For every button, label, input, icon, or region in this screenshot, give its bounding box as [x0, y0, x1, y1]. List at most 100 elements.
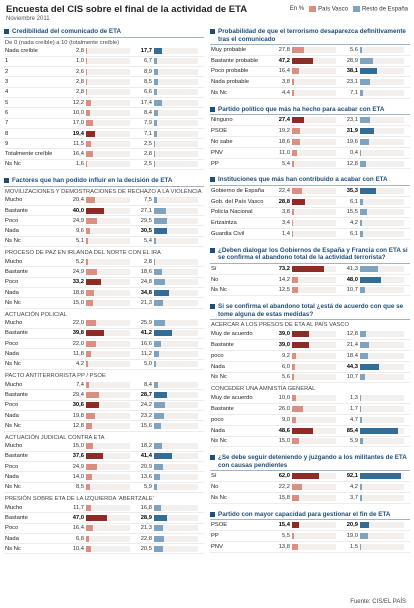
row: Gob. del País Vasco 28,8 6,1: [210, 197, 410, 208]
value-label: 22,8: [140, 535, 152, 542]
panel-title: ¿Se debe seguir deteniendo y juzgando a …: [210, 454, 410, 472]
bar-track: [154, 361, 198, 368]
value-label: 12,8: [346, 331, 358, 338]
value-label: 39,8: [72, 330, 84, 337]
row: 2 2,6 8,9: [4, 67, 204, 78]
value-label: 5,1: [75, 238, 84, 245]
value-label: 20,4: [72, 197, 84, 204]
bar: [154, 402, 165, 409]
panel: ¿Se debe seguir deteniendo y juzgando a …: [210, 454, 410, 504]
bar-track: [154, 330, 198, 337]
value-label: 48,6: [278, 427, 290, 434]
value-label: 8,4: [143, 109, 152, 116]
bar: [86, 525, 94, 532]
bar: [360, 287, 365, 294]
value-label: 24,8: [140, 279, 152, 286]
value-label: 19,2: [278, 128, 290, 135]
bar-track: [86, 514, 130, 521]
row-label: Nada: [5, 474, 19, 481]
bar-track: [86, 207, 130, 214]
bar: [360, 138, 369, 145]
row: Ns Nc 12,8 15,6: [4, 421, 204, 432]
bar-track: [292, 57, 336, 64]
bar-track: [86, 504, 130, 511]
bar: [292, 342, 310, 349]
bar: [86, 463, 97, 470]
bar-track: [292, 160, 336, 167]
value-label: 6,0: [281, 363, 290, 370]
bar: [292, 209, 294, 216]
value-label: 39,0: [278, 331, 290, 338]
panel: Probabilidad de que el terrorismo desapa…: [210, 28, 410, 99]
bar-track: [360, 427, 404, 434]
bar-track: [360, 276, 404, 283]
value-label: 47,2: [278, 57, 290, 64]
bar: [86, 340, 96, 347]
bar-track: [154, 289, 198, 296]
row-label: No: [211, 276, 219, 283]
row-label: Ertzaintza: [211, 220, 237, 227]
row: Mucho 20,4 7,5: [4, 196, 204, 206]
bar: [154, 238, 157, 245]
bar-track: [154, 545, 198, 552]
panel-subtitle: ACTUACIÓN JUDICIAL CONTRA ETA: [5, 434, 105, 441]
bar-track: [154, 120, 198, 127]
bar-track: [360, 68, 404, 75]
row: Sí 62,0 92,1: [210, 471, 410, 483]
bar-track: [292, 187, 336, 194]
header: Encuesta del CIS sobre el final de la ac…: [6, 4, 256, 22]
row-label: Bastante probable: [211, 57, 259, 64]
bar-track: [292, 265, 336, 272]
bar: [154, 161, 156, 168]
value-label: 41,4: [140, 453, 152, 460]
row: Nada 19,8 23,2: [4, 411, 204, 422]
value-label: 15,6: [140, 422, 152, 429]
bar-track: [292, 416, 336, 423]
row-label: Nada probable: [211, 79, 250, 86]
value-label: 3,8: [281, 79, 290, 86]
row: Ns Nc 15,8 3,7: [210, 493, 410, 504]
bar: [292, 543, 299, 550]
value-label: 24,2: [140, 402, 152, 409]
value-label: 13,8: [278, 543, 290, 550]
bar: [86, 217, 97, 224]
bar: [292, 57, 313, 64]
bar: [86, 161, 87, 168]
value-label: 18,2: [140, 443, 152, 450]
bar: [154, 412, 165, 419]
bar-track: [154, 99, 198, 106]
bar-track: [154, 525, 198, 532]
bar: [86, 545, 91, 552]
row: Nada 11,8 11,2: [4, 349, 204, 360]
value-label: 12,8: [72, 422, 84, 429]
bar-track: [292, 117, 336, 124]
row-label: PP: [211, 160, 219, 167]
row-label: Ns Nc: [211, 90, 227, 97]
bar-track: [86, 402, 130, 409]
legend-unit: En %: [289, 6, 305, 13]
row-label: Nada: [5, 289, 19, 296]
row: Nada 6,8 22,8: [4, 534, 204, 545]
row-label: Mucho: [5, 443, 23, 450]
value-label: 4,4: [281, 90, 290, 97]
row: poco 9,2 18,4: [210, 351, 410, 362]
bar: [154, 79, 158, 86]
bar-track: [154, 258, 198, 265]
panel: Partido político que más ha hecho para a…: [210, 106, 410, 170]
bar: [292, 331, 310, 338]
row-label: Bastante: [211, 406, 234, 413]
row: 3 2,8 8,5: [4, 77, 204, 88]
row: Mucho 7,4 8,4: [4, 380, 204, 391]
panel-subtitle: CONCEDER UNA AMNISTÍA GENERAL: [211, 386, 316, 393]
value-label: 0,4: [349, 149, 358, 156]
bar-track: [86, 391, 130, 398]
panel-title: Credibilidad del comunicado de ETA: [4, 28, 204, 38]
bar: [154, 207, 166, 214]
bar: [360, 160, 366, 167]
bar-track: [86, 238, 130, 245]
value-label: 14,0: [72, 474, 84, 481]
bar: [292, 160, 295, 167]
bar-track: [86, 422, 130, 429]
row: 8 19,4 7,1: [4, 129, 204, 140]
